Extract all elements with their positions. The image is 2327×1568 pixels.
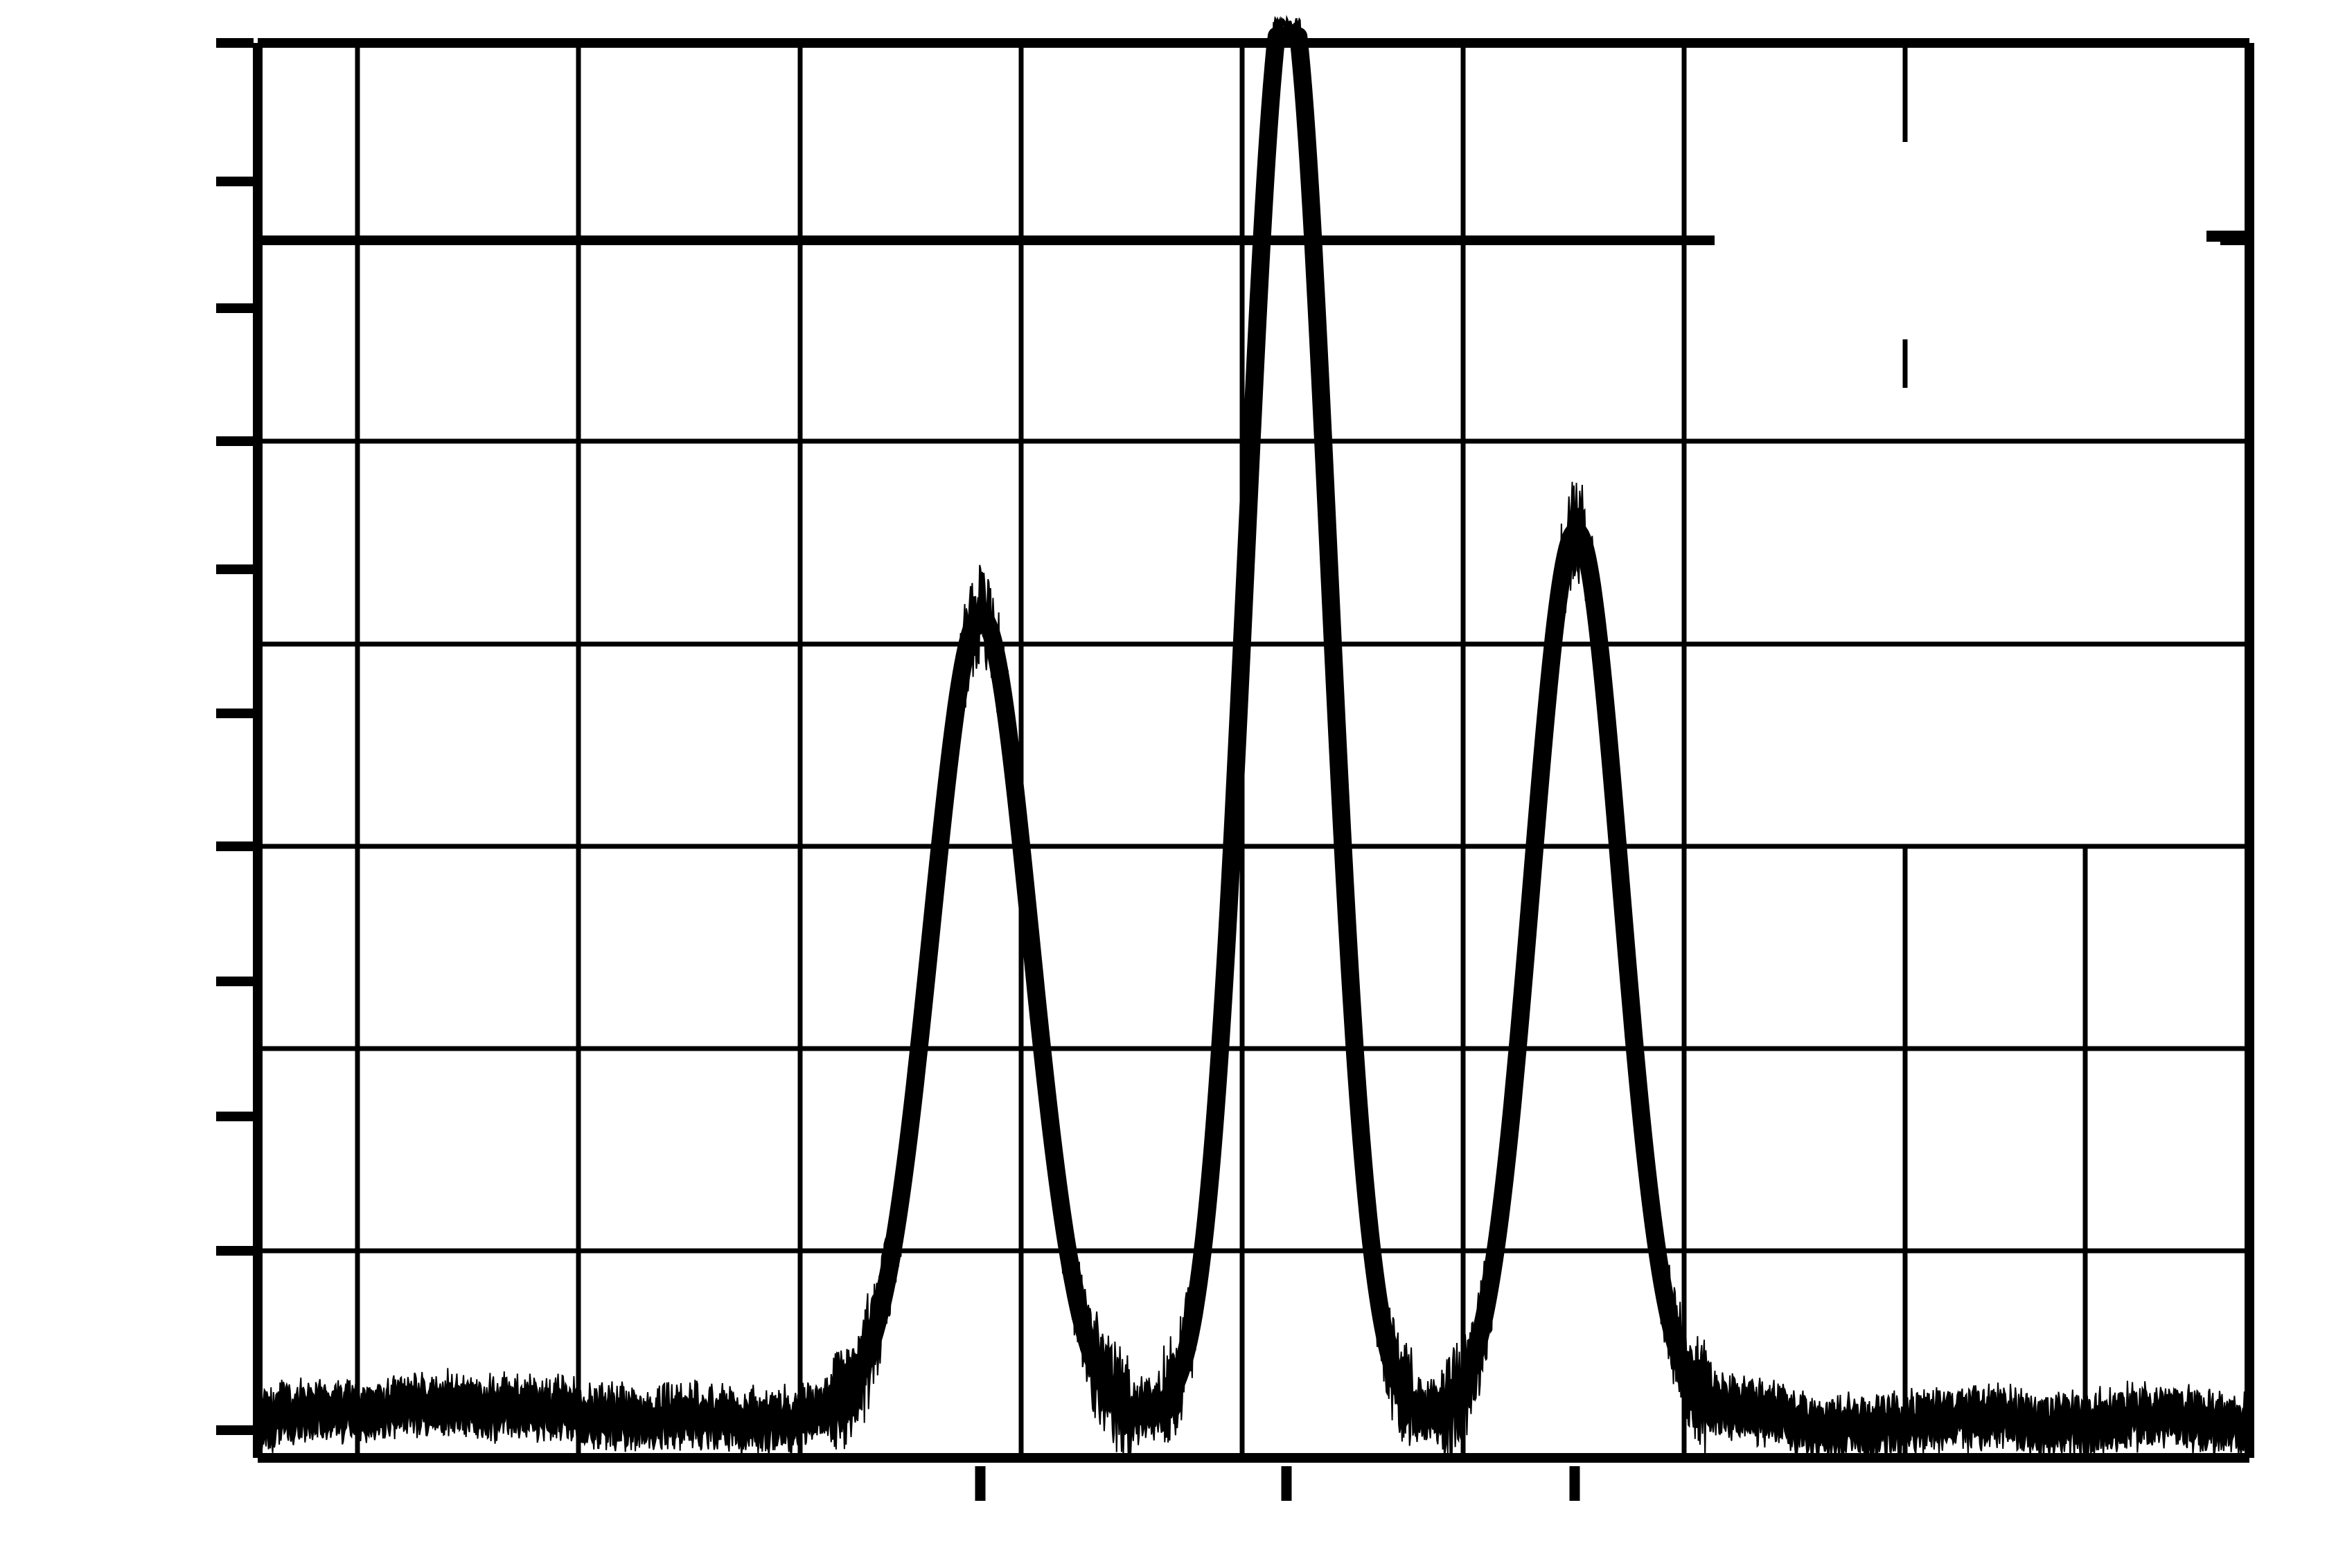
trace-center-line (250, 26, 2257, 1437)
